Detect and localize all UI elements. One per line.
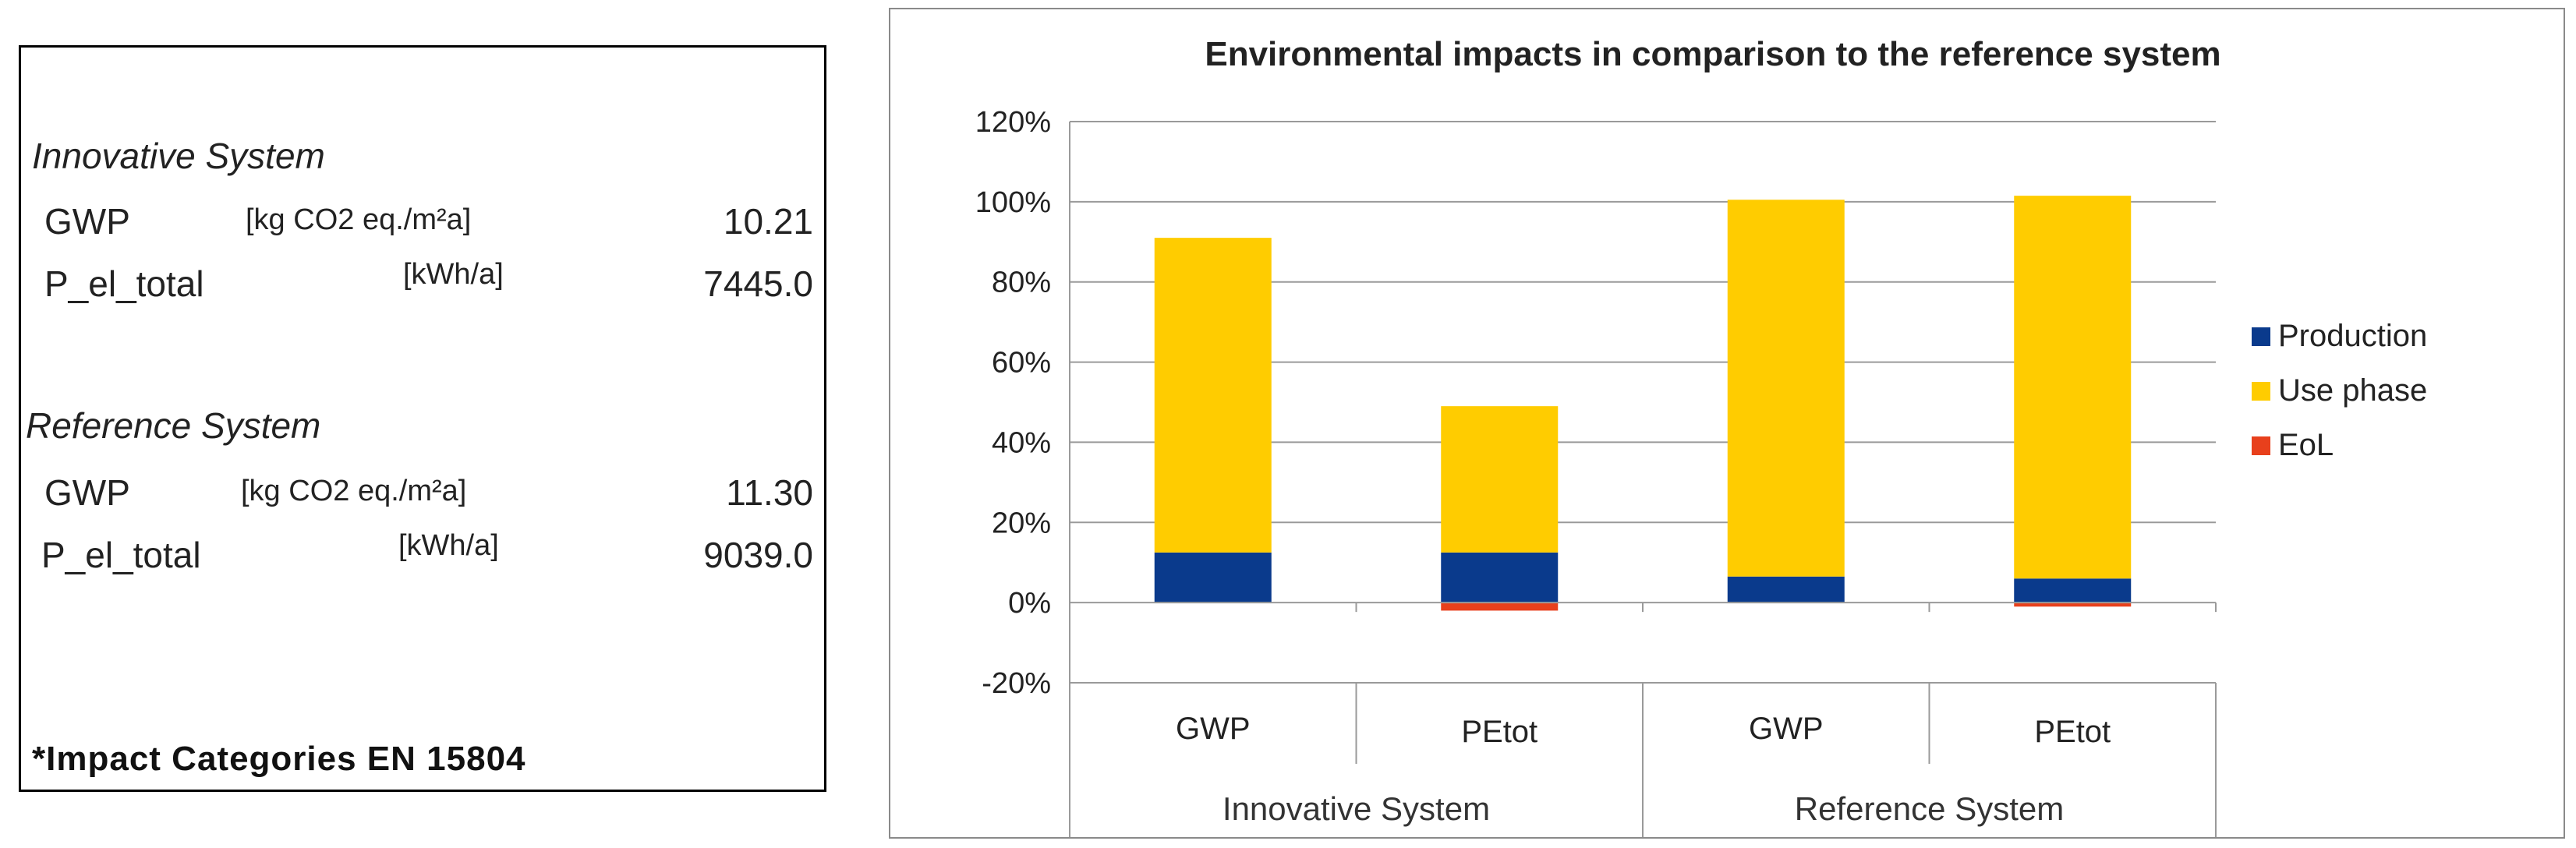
legend-label: Production [2278,319,2427,353]
chart-title: Environmental impacts in comparison to t… [1205,35,2220,73]
innovative-pel-value: 7445.0 [703,263,813,304]
y-tick-label: 100% [975,186,1051,219]
bar-eol-3 [2014,602,2132,607]
category-label: GWP [1749,712,1824,746]
impact-categories-footnote: *Impact Categories EN 15804 [32,740,526,778]
y-tick-label: 60% [992,347,1051,380]
reference-gwp-value: 11.30 [726,472,813,513]
innovative-pel-unit: [kWh/a] [403,258,504,291]
y-tick-label: -20% [982,667,1051,700]
bar-use-phase-0 [1154,238,1272,553]
legend-label: Use phase [2278,373,2427,408]
bar-production-1 [1441,552,1559,603]
y-tick-label: 20% [992,507,1051,539]
innovative-gwp-value: 10.21 [723,201,813,242]
reference-system-title: Reference System [26,405,321,446]
stacked-bar-chart: Environmental impacts in comparison to t… [975,35,2427,837]
innovative-system-title: Innovative System [32,136,325,176]
bar-production-3 [2014,578,2132,603]
bar-use-phase-1 [1441,406,1559,553]
legend-swatch-use-phase [2252,382,2270,401]
innovative-gwp-unit: [kg CO2 eq./m²a] [246,203,472,236]
reference-pel-value: 9039.0 [703,535,813,575]
info-panel: Innovative System GWP [kg CO2 eq./m²a] 1… [19,45,826,792]
legend-label: EoL [2278,428,2334,462]
innovative-gwp-label: GWP [44,201,130,242]
reference-gwp-label: GWP [44,472,130,513]
legend-swatch-production [2252,327,2270,346]
y-tick-label: 80% [992,267,1051,299]
category-label: PEtot [2034,715,2111,749]
bar-production-0 [1154,552,1272,603]
bar-eol-1 [1441,602,1559,611]
y-tick-label: 40% [992,426,1051,459]
group-label: Reference System [1795,790,2064,827]
reference-pel-label: P_el_total [41,535,201,575]
y-tick-label: 120% [975,106,1051,139]
group-label: Innovative System [1223,790,1490,827]
category-label: PEtot [1461,715,1537,749]
legend-swatch-eol [2252,436,2270,455]
innovative-pel-label: P_el_total [44,263,204,304]
reference-gwp-unit: [kg CO2 eq./m²a] [241,475,467,507]
bar-production-2 [1727,576,1845,603]
y-tick-label: 0% [1008,587,1051,620]
category-label: GWP [1176,712,1251,746]
bar-use-phase-2 [1727,200,1845,577]
reference-pel-unit: [kWh/a] [398,529,499,562]
bar-use-phase-3 [2014,196,2132,579]
chart-panel: Environmental impacts in comparison to t… [889,8,2565,839]
